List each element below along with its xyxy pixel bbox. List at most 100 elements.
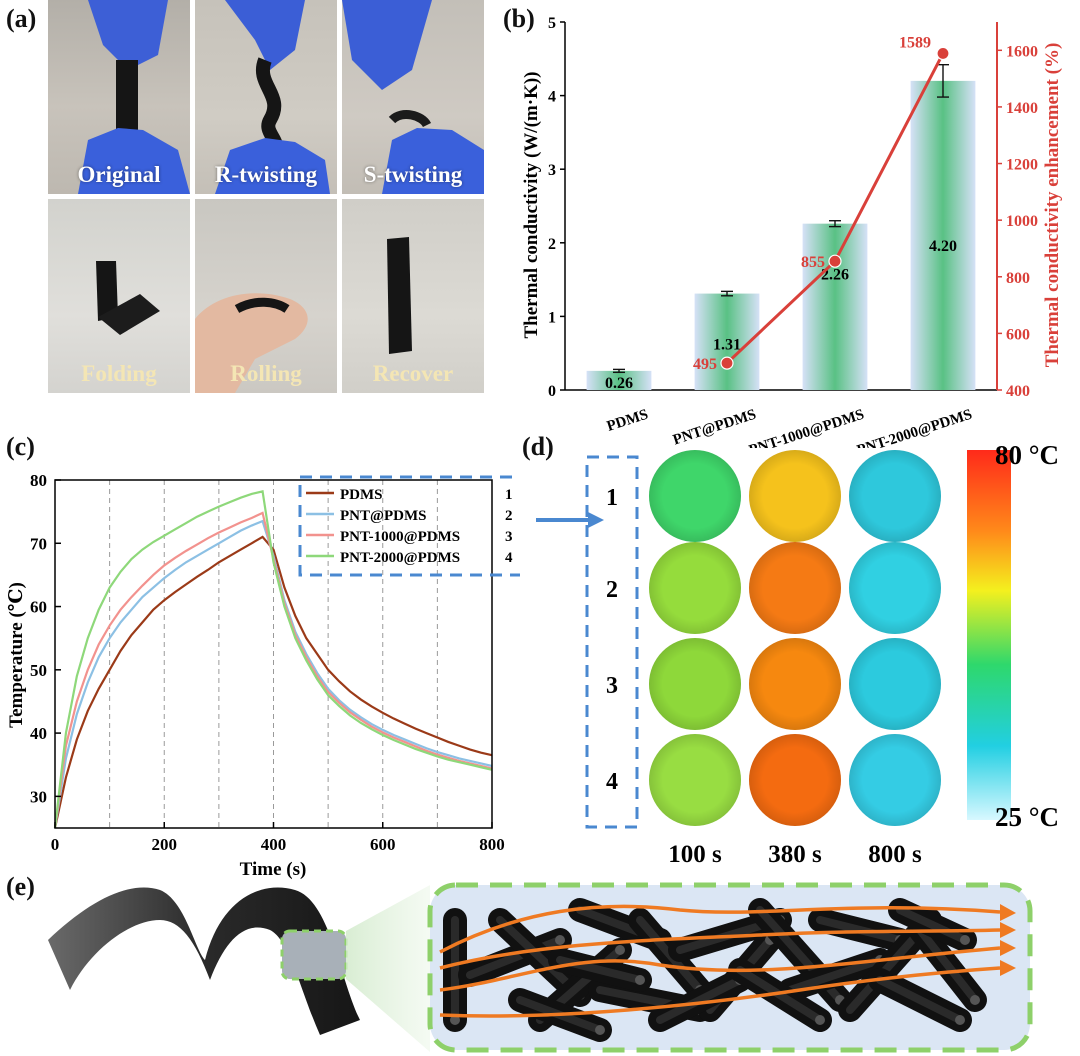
color-scale-max-label: 80 °C xyxy=(995,440,1059,470)
thermal-row-labels: 1 2 3 4 xyxy=(606,485,618,795)
photo-s-twisting-sketch xyxy=(342,0,484,194)
nanotube-opening xyxy=(970,995,980,1005)
thermal-image-shading xyxy=(749,638,841,730)
chart-b-y-axis-label: Thermal conductivity (W/(m·K)) xyxy=(521,71,542,338)
nanotube-opening xyxy=(595,1025,605,1035)
chart-b-y2-tick-label: 1000 xyxy=(1006,213,1038,230)
chart-b-y-tick-label: 3 xyxy=(548,162,556,179)
thermal-image-shading xyxy=(749,450,841,542)
photo-original: Original xyxy=(48,0,190,194)
chart-c-legend-label: PNT@PDMS xyxy=(340,508,426,524)
photo-r-twisting-sketch xyxy=(215,0,330,194)
nanotube-opening xyxy=(815,1015,825,1025)
carbon-nanotube xyxy=(868,968,972,1032)
chart-b-bar-value-label: 4.20 xyxy=(929,238,957,255)
nanotube-opening xyxy=(955,1015,965,1025)
chart-c: 0 200 400 600 800 30 40 50 60 70 80 PDMS 1 PNT@PDMS 2… xyxy=(6,471,520,880)
chart-c-legend-index: 3 xyxy=(505,529,513,545)
chart-c-series-line xyxy=(53,535,493,829)
temperature-color-scale xyxy=(967,450,1011,820)
thermal-column-label: 380 s xyxy=(768,841,822,868)
panel-e-letter: (e) xyxy=(6,872,35,901)
chart-b-enhancement-label: 855 xyxy=(801,254,825,271)
chart-c-legend-box xyxy=(298,475,520,577)
chart-c-y-tick-label: 70 xyxy=(30,534,47,553)
heat-flow-arrows xyxy=(439,904,1016,1018)
chart-b-y2-tick-label: 1400 xyxy=(1006,100,1038,117)
nanotube-highlight xyxy=(876,976,964,1024)
chart-b-y-tick-label: 5 xyxy=(548,15,556,32)
nanotube-opening xyxy=(960,935,970,945)
photo-rolling: Rolling xyxy=(195,199,337,393)
chart-b-error-bar xyxy=(613,368,625,374)
chart-b-secondary-y-axis-label: Thermal conductivity enhancement (%) xyxy=(1042,43,1063,368)
chart-b-enhancement-label: 1589 xyxy=(899,34,931,51)
nanotube-highlight xyxy=(916,926,979,1004)
chart-c-x-tick-label: 0 xyxy=(51,835,60,854)
chart-c-legend-index: 4 xyxy=(505,550,513,566)
thermal-row-label: 1 xyxy=(606,485,618,511)
chart-c-y-tick-label: 50 xyxy=(30,661,47,680)
thermal-row-label: 4 xyxy=(606,769,618,795)
chart-b-enhancement-point xyxy=(720,356,734,370)
chart-c-y-tick-label: 30 xyxy=(30,787,47,806)
thermal-image-shading xyxy=(649,734,741,826)
nanotube-highlight xyxy=(786,956,884,994)
photo-caption: Folding xyxy=(81,361,157,386)
chart-b-bar-value-label: 2.26 xyxy=(821,267,849,284)
photo-caption: Original xyxy=(77,162,161,187)
photo-r-twisting: R-twisting xyxy=(195,0,337,194)
chart-c-axes: 0 200 400 600 800 30 40 50 60 70 80 xyxy=(30,471,505,854)
row-index-dashed-box xyxy=(585,455,639,829)
thermal-images xyxy=(649,450,941,826)
chart-c-series xyxy=(53,490,493,829)
thermal-column-label: 800 s xyxy=(868,841,922,868)
thermal-image-shading xyxy=(749,542,841,634)
photo-caption: Rolling xyxy=(230,361,302,386)
color-scale-min-label: 25 °C xyxy=(995,802,1059,832)
chart-b-y-tick-label: 1 xyxy=(548,309,556,326)
flexible-film xyxy=(48,887,360,1035)
chart-c-grid xyxy=(109,480,438,828)
chart-b-enhancement-point xyxy=(828,254,842,268)
chart-c-x-tick-label: 400 xyxy=(261,835,287,854)
chart-b-y2-tick-label: 1600 xyxy=(1006,43,1038,60)
chart-b-y-tick-label: 2 xyxy=(548,236,556,253)
chart-c-x-tick-label: 800 xyxy=(479,835,505,854)
chart-b-bar xyxy=(802,223,868,390)
nanotube-opening xyxy=(615,945,625,955)
chart-b-enhancement-line: 495 855 1589 xyxy=(693,34,950,373)
chart-c-y-tick-label: 60 xyxy=(30,598,47,617)
nanotube-highlight xyxy=(736,966,824,1024)
chart-c-legend-index: 2 xyxy=(505,508,513,524)
thermal-image-shading xyxy=(849,638,941,730)
panel-a-photo-grid: Original R-twisting S-twisting Folding R… xyxy=(48,0,484,393)
chart-b-y-tick-label: 0 xyxy=(548,383,556,400)
chart-c-legend-label: PNT-1000@PDMS xyxy=(340,529,460,545)
photo-s-twisting: S-twisting xyxy=(342,0,484,194)
chart-b-bar xyxy=(910,80,976,390)
conduction-schematic xyxy=(48,882,1033,1053)
chart-c-legend-index: 1 xyxy=(505,487,513,503)
thermal-image-shading xyxy=(649,450,741,542)
carbon-nanotube xyxy=(443,908,467,1032)
thermal-image-shading xyxy=(849,450,941,542)
chart-b-y2-tick-label: 600 xyxy=(1006,326,1030,343)
chart-b-error-bar xyxy=(937,63,949,98)
chart-b-y-tick-label: 4 xyxy=(548,89,556,106)
photo-folding: Folding xyxy=(48,199,190,393)
zoom-beam xyxy=(346,885,430,1052)
thermal-column-labels: 100 s 380 s 800 s xyxy=(668,841,922,868)
chart-b-y2-tick-label: 400 xyxy=(1006,383,1030,400)
photo-caption: Recover xyxy=(372,361,454,386)
chart-b-error-bar xyxy=(721,290,733,297)
photo-caption: S-twisting xyxy=(363,162,463,187)
panel-d-letter: (d) xyxy=(522,432,554,461)
chart-c-y-axis-label: Temperature (℃) xyxy=(6,582,27,728)
chart-b-bar-value-label: 1.31 xyxy=(713,337,741,354)
nanotube-opening xyxy=(555,935,565,945)
carbon-nanotube xyxy=(908,918,987,1012)
photo-rolling-sketch xyxy=(195,293,308,393)
thermal-column-label: 100 s xyxy=(668,841,722,868)
nanotube-opening xyxy=(635,975,645,985)
